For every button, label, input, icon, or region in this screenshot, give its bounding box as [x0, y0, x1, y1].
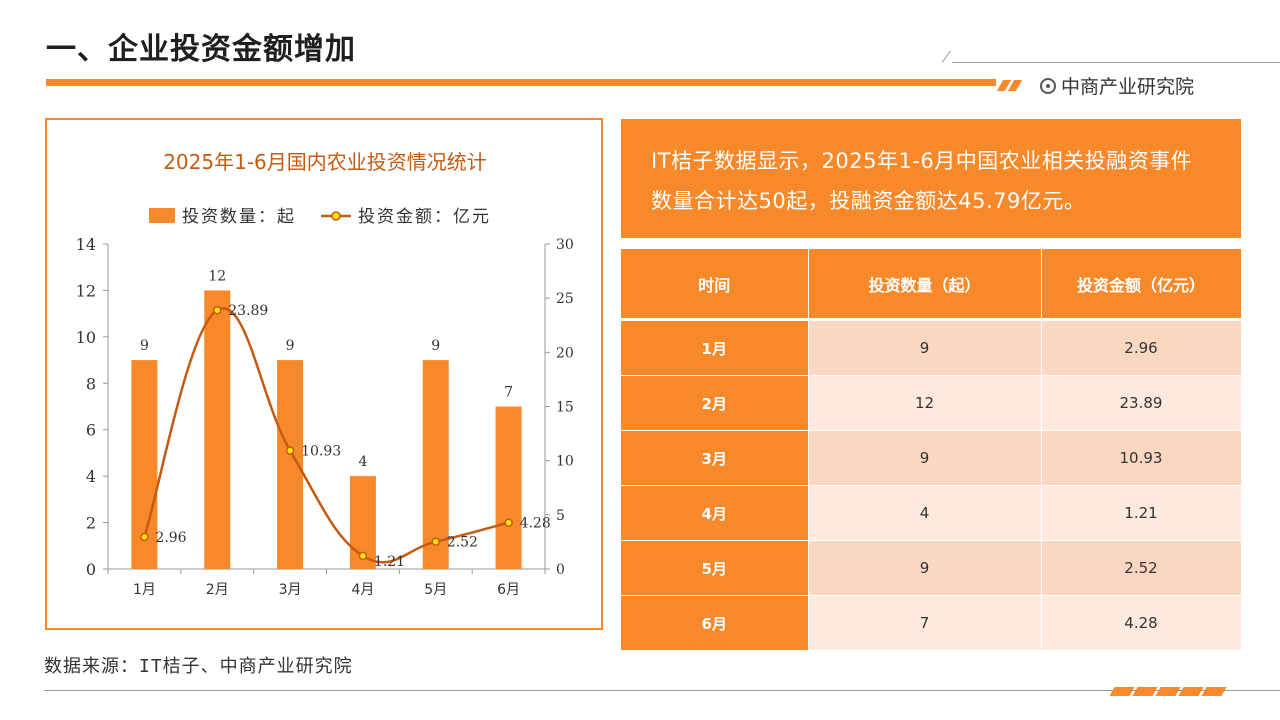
x-tick-label: 6月	[497, 582, 520, 598]
legend-bar-label: 投资数量：起	[182, 207, 296, 227]
table-row: 2月 12 23.89	[621, 375, 1242, 431]
y-left-tick-label: 2	[86, 514, 96, 533]
bar-6	[495, 406, 522, 569]
table-header-cell: 投资金额（亿元）	[1041, 249, 1242, 321]
table-header-cell: 时间	[621, 249, 809, 321]
brand-target-icon	[1040, 77, 1056, 94]
table-cell-amount: 2.52	[1041, 540, 1242, 596]
table-row: 1月 9 2.96	[621, 319, 1242, 376]
bar-label: 12	[208, 268, 226, 284]
line-label: 2.52	[447, 535, 478, 551]
brand: 中商产业研究院	[1040, 72, 1194, 99]
x-tick-label: 3月	[279, 582, 302, 598]
y-left-tick-label: 14	[76, 235, 96, 254]
table-header-row: 时间 投资数量（起） 投资金额（亿元）	[621, 249, 1242, 321]
table-cell-month: 6月	[621, 595, 809, 651]
table-cell-month: 3月	[621, 430, 809, 486]
y-right-tick-label: 10	[556, 454, 574, 470]
y-right-tick-label: 20	[556, 345, 574, 361]
bar-label: 7	[504, 385, 513, 401]
table-cell-month: 1月	[621, 319, 809, 376]
table-cell-count: 12	[808, 375, 1042, 431]
y-right-tick-label: 30	[556, 237, 574, 253]
line-point-5	[431, 537, 440, 546]
table-cell-count: 9	[808, 319, 1042, 376]
line-point-1	[140, 532, 149, 542]
data-table: 时间 投资数量（起） 投资金额（亿元） 1月 9 2.96 2月 12 23.8…	[621, 249, 1242, 651]
table-cell-count: 9	[808, 540, 1042, 596]
footer-rule	[44, 690, 1280, 691]
table-row: 3月 9 10.93	[621, 430, 1242, 486]
y-left-tick-label: 4	[86, 467, 96, 486]
footer-stripes	[1109, 681, 1227, 700]
y-left-tick-label: 12	[76, 281, 96, 300]
bar-2	[204, 290, 231, 569]
table-cell-amount: 4.28	[1041, 595, 1242, 651]
line-point-4	[358, 551, 368, 561]
table-cell-amount: 10.93	[1041, 430, 1242, 486]
chart-frame	[45, 118, 603, 630]
y-left-tick-label: 10	[76, 328, 96, 347]
page-title: 一、企业投资金额增加	[46, 32, 356, 67]
amount-line	[143, 307, 509, 564]
header-rule-slant	[942, 50, 951, 63]
table-cell-amount: 23.89	[1041, 375, 1242, 431]
x-tick-label: 5月	[424, 582, 447, 598]
line-label: 1.21	[374, 554, 405, 570]
table-cell-amount: 2.96	[1041, 319, 1242, 376]
table-cell-count: 7	[808, 595, 1042, 651]
y-right-tick-label: 25	[556, 291, 574, 307]
line-point-6	[504, 518, 513, 527]
y-right-tick-label: 5	[556, 508, 565, 524]
table-row: 5月 9 2.52	[621, 540, 1242, 596]
bar-label: 9	[140, 338, 149, 354]
table-row: 6月 7 4.28	[621, 595, 1242, 651]
data-source-note: 数据来源：IT桔子、中商产业研究院	[44, 656, 353, 677]
table-cell-month: 4月	[621, 485, 809, 541]
y-left-tick-label: 0	[86, 560, 96, 579]
line-point-2	[213, 305, 222, 315]
table-cell-month: 2月	[621, 375, 809, 431]
summary-text: IT桔子数据显示，2025年1-6月中国农业相关投融资事件数量合计达50起，投融…	[651, 149, 1193, 213]
table-cell-amount: 1.21	[1041, 485, 1242, 541]
bar-label: 4	[358, 454, 367, 470]
chart-title: 2025年1-6月国内农业投资情况统计	[163, 150, 487, 174]
summary-box: IT桔子数据显示，2025年1-6月中国农业相关投融资事件数量合计达50起，投融…	[621, 119, 1241, 238]
line-label: 2.96	[155, 530, 186, 546]
y-right-tick-label: 15	[556, 400, 574, 416]
bar-label: 9	[286, 338, 295, 354]
bar-5	[422, 360, 449, 569]
line-label: 23.89	[228, 303, 268, 319]
table-cell-count: 9	[808, 430, 1042, 486]
line-label: 10.93	[301, 444, 341, 460]
header-rule	[952, 62, 1280, 63]
y-left-tick-label: 6	[86, 421, 96, 440]
table-row: 4月 4 1.21	[621, 485, 1242, 541]
y-left-tick-label: 8	[86, 374, 96, 393]
table-cell-month: 5月	[621, 540, 809, 596]
legend-bar-swatch	[149, 208, 175, 223]
legend-line-label: 投资金额：亿元	[358, 207, 491, 227]
bar-label: 9	[431, 338, 440, 354]
legend-line-marker	[331, 211, 341, 221]
line-label: 4.28	[520, 516, 551, 532]
x-tick-label: 4月	[351, 582, 374, 598]
combo-chart: 0 2 4 6 8 10 12 14 0 5 10 15 20 25 30 9 12 9 4 9 7 1月 2月 3月 4月 5月…	[76, 207, 574, 598]
title-underline-bar	[46, 79, 996, 86]
table-header-cell: 投资数量（起）	[808, 249, 1042, 321]
brand-name: 中商产业研究院	[1061, 76, 1195, 98]
line-point-3	[285, 446, 295, 455]
x-tick-label: 1月	[133, 582, 156, 598]
x-tick-label: 2月	[206, 582, 229, 598]
table-cell-count: 4	[808, 485, 1042, 541]
header-stripes	[996, 76, 1023, 95]
y-right-tick-label: 0	[556, 562, 565, 578]
